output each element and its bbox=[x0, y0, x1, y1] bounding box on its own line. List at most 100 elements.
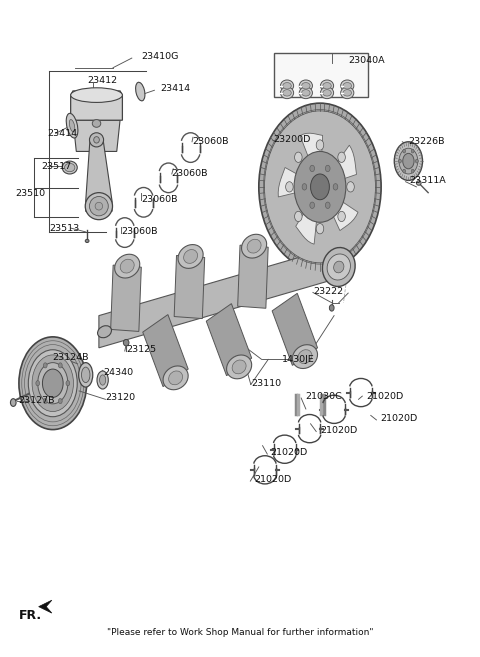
Ellipse shape bbox=[99, 375, 106, 385]
Ellipse shape bbox=[82, 367, 90, 382]
Polygon shape bbox=[73, 120, 120, 152]
Polygon shape bbox=[300, 133, 323, 166]
Polygon shape bbox=[329, 198, 358, 231]
Circle shape bbox=[411, 170, 414, 173]
Circle shape bbox=[310, 202, 314, 208]
Ellipse shape bbox=[92, 120, 101, 127]
Circle shape bbox=[259, 103, 381, 271]
Ellipse shape bbox=[89, 133, 104, 147]
Text: 23517: 23517 bbox=[41, 162, 72, 171]
Ellipse shape bbox=[136, 82, 145, 101]
Circle shape bbox=[333, 184, 338, 190]
Circle shape bbox=[264, 110, 376, 264]
Text: 24340: 24340 bbox=[104, 368, 134, 376]
Circle shape bbox=[316, 140, 324, 150]
Text: 23127B: 23127B bbox=[18, 396, 54, 405]
Text: 23120: 23120 bbox=[106, 393, 135, 402]
Text: 23060B: 23060B bbox=[121, 227, 158, 237]
Circle shape bbox=[403, 170, 406, 173]
Text: 23311A: 23311A bbox=[409, 176, 446, 185]
Text: 23110: 23110 bbox=[251, 378, 281, 388]
Ellipse shape bbox=[298, 350, 312, 363]
Ellipse shape bbox=[301, 89, 310, 96]
Ellipse shape bbox=[299, 87, 312, 99]
Polygon shape bbox=[143, 315, 188, 386]
Circle shape bbox=[36, 380, 40, 386]
Polygon shape bbox=[296, 206, 317, 244]
Ellipse shape bbox=[62, 161, 77, 174]
Polygon shape bbox=[99, 244, 344, 348]
Circle shape bbox=[403, 149, 406, 153]
Circle shape bbox=[338, 152, 345, 162]
Ellipse shape bbox=[343, 89, 351, 96]
Ellipse shape bbox=[321, 80, 334, 91]
Circle shape bbox=[403, 153, 414, 169]
Ellipse shape bbox=[69, 120, 75, 132]
Text: 23060B: 23060B bbox=[141, 195, 178, 204]
Ellipse shape bbox=[283, 83, 291, 89]
Text: 21020D: 21020D bbox=[380, 414, 418, 423]
Ellipse shape bbox=[168, 371, 182, 385]
Text: 21030C: 21030C bbox=[305, 392, 342, 401]
Ellipse shape bbox=[247, 239, 261, 253]
Circle shape bbox=[399, 148, 418, 174]
Text: 23060B: 23060B bbox=[192, 137, 228, 147]
Text: "Please refer to Work Shop Manual for further information": "Please refer to Work Shop Manual for fu… bbox=[107, 628, 373, 637]
Text: 1430JE: 1430JE bbox=[282, 355, 315, 364]
Circle shape bbox=[42, 369, 63, 397]
Ellipse shape bbox=[79, 363, 93, 387]
Ellipse shape bbox=[301, 83, 310, 89]
Ellipse shape bbox=[115, 254, 140, 278]
Ellipse shape bbox=[89, 196, 108, 216]
Circle shape bbox=[302, 184, 307, 190]
Ellipse shape bbox=[327, 254, 350, 280]
Ellipse shape bbox=[97, 326, 111, 338]
Text: 23060B: 23060B bbox=[172, 170, 208, 179]
Ellipse shape bbox=[64, 164, 75, 171]
Polygon shape bbox=[111, 265, 141, 331]
Ellipse shape bbox=[123, 340, 129, 346]
Polygon shape bbox=[39, 600, 52, 613]
Circle shape bbox=[398, 159, 401, 163]
Ellipse shape bbox=[323, 83, 331, 89]
Text: 23040A: 23040A bbox=[348, 56, 385, 65]
Circle shape bbox=[295, 152, 302, 162]
Polygon shape bbox=[272, 293, 318, 365]
Text: 21020D: 21020D bbox=[320, 426, 357, 435]
Ellipse shape bbox=[292, 345, 318, 369]
Circle shape bbox=[32, 355, 73, 411]
Ellipse shape bbox=[417, 181, 421, 185]
Circle shape bbox=[59, 363, 62, 368]
Text: 21020D: 21020D bbox=[254, 474, 291, 484]
Text: 23513: 23513 bbox=[49, 223, 80, 233]
Ellipse shape bbox=[178, 244, 203, 268]
Text: 23414: 23414 bbox=[160, 85, 190, 93]
Polygon shape bbox=[71, 91, 122, 120]
Ellipse shape bbox=[280, 80, 294, 91]
Text: 23222: 23222 bbox=[313, 286, 343, 296]
Ellipse shape bbox=[85, 239, 89, 242]
Ellipse shape bbox=[95, 202, 103, 210]
Ellipse shape bbox=[299, 80, 312, 91]
Circle shape bbox=[59, 399, 62, 403]
Ellipse shape bbox=[163, 366, 188, 390]
Ellipse shape bbox=[323, 248, 355, 286]
Text: 23125: 23125 bbox=[126, 345, 156, 353]
Text: 23200D: 23200D bbox=[273, 135, 310, 144]
Text: 23124B: 23124B bbox=[53, 353, 89, 362]
Circle shape bbox=[38, 363, 68, 404]
Ellipse shape bbox=[341, 80, 354, 91]
Ellipse shape bbox=[323, 89, 331, 96]
Circle shape bbox=[316, 223, 324, 234]
Bar bbox=[274, 53, 368, 97]
Ellipse shape bbox=[280, 87, 294, 99]
Circle shape bbox=[325, 202, 330, 208]
Circle shape bbox=[310, 165, 314, 171]
Text: FR.: FR. bbox=[19, 608, 42, 622]
Text: 23510: 23510 bbox=[15, 189, 45, 198]
Circle shape bbox=[295, 212, 302, 221]
Ellipse shape bbox=[184, 250, 198, 263]
Ellipse shape bbox=[85, 193, 112, 219]
Circle shape bbox=[416, 159, 418, 163]
Circle shape bbox=[294, 152, 346, 222]
